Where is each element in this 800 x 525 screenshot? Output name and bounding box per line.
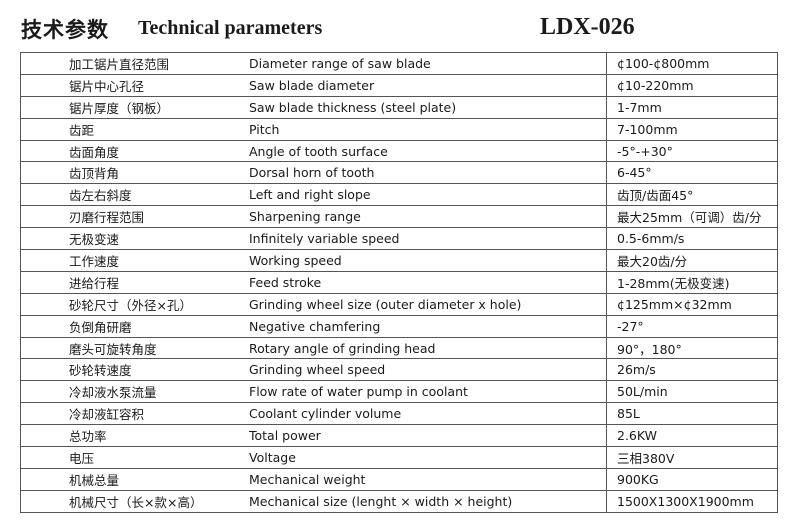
param-name-cn: 冷却液水泵流量 [20, 380, 249, 404]
table-row: 加工锯片直径范围 Diameter range of saw blade ¢100-… [20, 52, 778, 75]
param-value: 最大25mm（可调）齿/分 [606, 205, 778, 229]
param-value: 1500X1300X1900mm [606, 489, 778, 513]
param-name-en: Feed stroke [249, 270, 607, 294]
table-row: 刃磨行程范围 Sharpening range 最大25mm（可调）齿/分 [20, 205, 778, 229]
title-chinese: 技术参数 [21, 17, 109, 42]
param-value: -5°-+30° [606, 139, 778, 163]
param-name-cn: 进给行程 [20, 270, 249, 294]
param-name-cn: 刃磨行程范围 [20, 205, 249, 229]
param-name-en: Left and right slope [249, 183, 607, 207]
param-name-cn: 磨头可旋转角度 [20, 336, 249, 360]
param-name-cn: 冷却液缸容积 [20, 402, 249, 426]
param-value: 900KG [606, 467, 778, 491]
table-row: 工作速度 Working speed 最大20齿/分 [20, 249, 778, 272]
param-value: 1-28mm(无极变速) [606, 270, 778, 294]
param-value: 50L/min [606, 380, 778, 404]
param-name-en: Negative chamfering [249, 314, 607, 338]
table-row: 齿面角度 Angle of tooth surface -5°-+30° [20, 139, 778, 163]
param-name-en: Diameter range of saw blade [249, 52, 607, 75]
param-value: ¢100-¢800mm [606, 52, 778, 75]
param-name-cn: 齿面角度 [20, 139, 249, 163]
param-value: 三相380V [606, 446, 778, 469]
table-row: 机械总量 Mechanical weight 900KG [20, 467, 778, 491]
table-row: 齿顶背角 Dorsal horn of tooth 6-45° [20, 161, 778, 185]
param-name-en: Total power [249, 424, 607, 448]
param-name-en: Angle of tooth surface [249, 139, 607, 163]
table-row: 冷却液水泵流量 Flow rate of water pump in coolan… [20, 380, 778, 404]
param-value: 0.5-6mm/s [606, 227, 778, 251]
param-value: 6-45° [606, 161, 778, 185]
table-row: 砂轮尺寸（外径×孔） Grinding wheel size (outer dia… [20, 292, 778, 316]
table-row: 齿左右斜度 Left and right slope 齿顶/齿面45° [20, 183, 778, 207]
param-name-cn: 锯片厚度（钢板） [20, 95, 249, 119]
table-row: 砂轮转速度 Grinding wheel speed 26m/s [20, 358, 778, 382]
param-value: 85L [606, 402, 778, 426]
param-name-en: Working speed [249, 249, 607, 272]
model-number: LDX-026 [540, 14, 635, 40]
param-name-en: Flow rate of water pump in coolant [249, 380, 607, 404]
param-name-cn: 砂轮尺寸（外径×孔） [20, 292, 249, 316]
param-name-cn: 无极变速 [20, 227, 249, 251]
title-english: Technical parameters [138, 17, 323, 39]
param-name-cn: 机械尺寸（长×款×高） [20, 489, 249, 513]
param-name-en: Saw blade diameter [249, 73, 607, 97]
param-name-cn: 负倒角研磨 [20, 314, 249, 338]
param-name-en: Coolant cylinder volume [249, 402, 607, 426]
table-row: 电压 Voltage 三相380V [20, 446, 778, 469]
param-value: 7-100mm [606, 117, 778, 141]
param-value: 2.6KW [606, 424, 778, 448]
param-value: 90°，180° [606, 336, 778, 360]
table-row: 锯片中心孔径 Saw blade diameter ¢10-220mm [20, 73, 778, 97]
table-row: 无极变速 Infinitely variable speed 0.5-6mm/s [20, 227, 778, 251]
param-name-en: Sharpening range [249, 205, 607, 229]
param-value: 齿顶/齿面45° [606, 183, 778, 207]
param-name-en: Pitch [249, 117, 607, 141]
param-name-en: Grinding wheel speed [249, 358, 607, 382]
param-name-cn: 工作速度 [20, 249, 249, 272]
param-name-en: Rotary angle of grinding head [249, 336, 607, 360]
param-value: ¢125mm×¢32mm [606, 292, 778, 316]
table-row: 冷却液缸容积 Coolant cylinder volume 85L [20, 402, 778, 426]
parameters-table: 加工锯片直径范围 Diameter range of saw blade ¢100-… [20, 52, 778, 513]
param-name-cn: 加工锯片直径范围 [20, 52, 249, 75]
table-row: 锯片厚度（钢板） Saw blade thickness (steel plate… [20, 95, 778, 119]
param-name-en: Saw blade thickness (steel plate) [249, 95, 607, 119]
param-name-cn: 机械总量 [20, 467, 249, 491]
param-value: ¢10-220mm [606, 73, 778, 97]
param-name-en: Voltage [249, 446, 607, 469]
param-name-en: Mechanical weight [249, 467, 607, 491]
table-row: 总功率 Total power 2.6KW [20, 424, 778, 448]
param-value: 最大20齿/分 [606, 249, 778, 272]
param-name-cn: 砂轮转速度 [20, 358, 249, 382]
param-name-en: Mechanical size (lenght × width × height… [249, 489, 607, 513]
param-name-cn: 锯片中心孔径 [20, 73, 249, 97]
table-row: 机械尺寸（长×款×高） Mechanical size (lenght × wid… [20, 489, 778, 513]
param-name-en: Grinding wheel size (outer diameter x ho… [249, 292, 607, 316]
table-row: 齿距 Pitch 7-100mm [20, 117, 778, 141]
param-name-en: Infinitely variable speed [249, 227, 607, 251]
param-name-cn: 齿距 [20, 117, 249, 141]
param-name-cn: 电压 [20, 446, 249, 469]
table-row: 负倒角研磨 Negative chamfering -27° [20, 314, 778, 338]
table-row: 磨头可旋转角度 Rotary angle of grinding head 90°，… [20, 336, 778, 360]
param-name-cn: 总功率 [20, 424, 249, 448]
param-value: 1-7mm [606, 95, 778, 119]
param-value: -27° [606, 314, 778, 338]
table-row: 进给行程 Feed stroke 1-28mm(无极变速) [20, 270, 778, 294]
param-name-en: Dorsal horn of tooth [249, 161, 607, 185]
param-name-cn: 齿左右斜度 [20, 183, 249, 207]
param-name-cn: 齿顶背角 [20, 161, 249, 185]
param-value: 26m/s [606, 358, 778, 382]
